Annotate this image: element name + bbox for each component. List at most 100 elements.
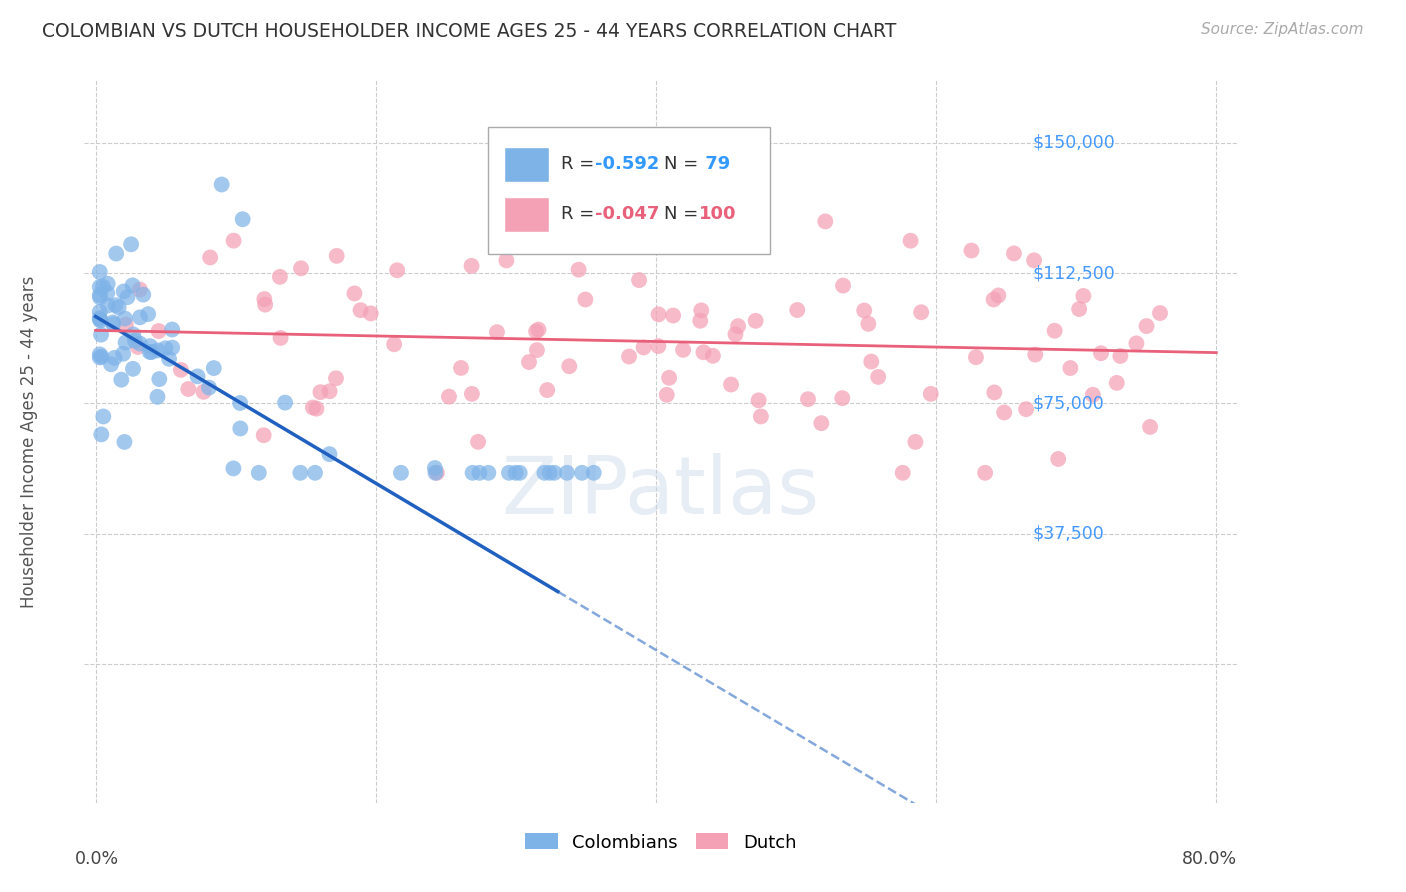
Point <box>89 290 111 304</box>
Text: R =: R = <box>561 205 599 223</box>
Point <box>655 388 678 402</box>
Point <box>538 466 561 480</box>
Point <box>110 373 132 387</box>
Point <box>124 334 146 348</box>
Point <box>103 351 125 365</box>
Point <box>253 428 276 442</box>
Point <box>797 392 820 407</box>
Point <box>290 261 312 276</box>
Point <box>658 371 681 385</box>
Point <box>574 293 596 307</box>
Text: 79: 79 <box>699 155 730 173</box>
Point <box>122 361 145 376</box>
Point <box>904 434 927 449</box>
Point <box>993 405 1015 419</box>
Point <box>690 303 713 318</box>
Point <box>104 298 127 312</box>
Point <box>617 350 640 364</box>
Point <box>96 286 118 301</box>
Point <box>349 303 371 318</box>
Point <box>222 234 245 248</box>
Point <box>128 283 150 297</box>
Point <box>1069 301 1091 316</box>
Point <box>748 393 770 408</box>
Point <box>467 434 489 449</box>
Point <box>146 390 169 404</box>
Point <box>100 357 122 371</box>
Point <box>853 303 876 318</box>
Point <box>155 341 177 355</box>
Point <box>814 214 837 228</box>
Point <box>132 287 155 301</box>
Point <box>727 319 749 334</box>
Point <box>1022 253 1045 268</box>
Point <box>891 466 914 480</box>
Point <box>533 466 555 480</box>
Point <box>389 466 412 480</box>
Point <box>90 313 112 327</box>
Point <box>90 427 112 442</box>
Point <box>460 259 482 273</box>
Point <box>305 401 328 416</box>
Point <box>229 421 252 435</box>
Point <box>1139 420 1161 434</box>
Point <box>105 246 128 260</box>
Point <box>633 341 655 355</box>
Text: Source: ZipAtlas.com: Source: ZipAtlas.com <box>1201 22 1364 37</box>
Point <box>89 305 111 319</box>
Point <box>558 359 581 374</box>
Point <box>122 327 145 342</box>
Point <box>290 466 312 480</box>
Point <box>120 237 142 252</box>
Point <box>543 466 565 480</box>
Text: N =: N = <box>664 155 704 173</box>
Point <box>920 387 942 401</box>
Text: -0.047: -0.047 <box>595 205 659 223</box>
Point <box>325 371 347 385</box>
Point <box>117 290 139 304</box>
Point <box>526 343 548 357</box>
Point <box>229 396 252 410</box>
Point <box>461 387 484 401</box>
Point <box>461 466 484 480</box>
Point <box>302 401 325 415</box>
Point <box>786 303 808 318</box>
Text: $150,000: $150,000 <box>1032 134 1115 152</box>
Point <box>107 300 129 314</box>
Point <box>253 292 276 306</box>
Point <box>647 307 669 321</box>
Point <box>1105 376 1128 390</box>
Point <box>136 307 159 321</box>
Point <box>702 349 724 363</box>
Text: ZIPatlas: ZIPatlas <box>502 453 820 531</box>
Point <box>157 351 180 366</box>
Point <box>141 345 163 359</box>
FancyBboxPatch shape <box>488 128 770 253</box>
Point <box>129 310 152 325</box>
Point <box>536 383 558 397</box>
Point <box>1059 361 1081 376</box>
Point <box>983 293 1005 307</box>
Point <box>1135 319 1157 334</box>
Point <box>177 382 200 396</box>
Point <box>274 395 297 409</box>
Point <box>89 288 111 302</box>
Point <box>858 317 880 331</box>
Point <box>318 384 340 399</box>
Point <box>425 466 447 480</box>
Point <box>309 385 332 400</box>
Point <box>343 286 366 301</box>
Point <box>527 323 550 337</box>
Point <box>900 234 922 248</box>
Point <box>160 322 183 336</box>
Point <box>1073 289 1095 303</box>
Point <box>498 466 520 480</box>
Point <box>89 351 111 365</box>
Text: N =: N = <box>664 205 704 223</box>
Point <box>832 278 855 293</box>
Text: 80.0%: 80.0% <box>1182 850 1237 868</box>
Point <box>555 466 578 480</box>
Point <box>1125 336 1147 351</box>
Text: 0.0%: 0.0% <box>75 850 120 868</box>
Point <box>647 339 669 353</box>
